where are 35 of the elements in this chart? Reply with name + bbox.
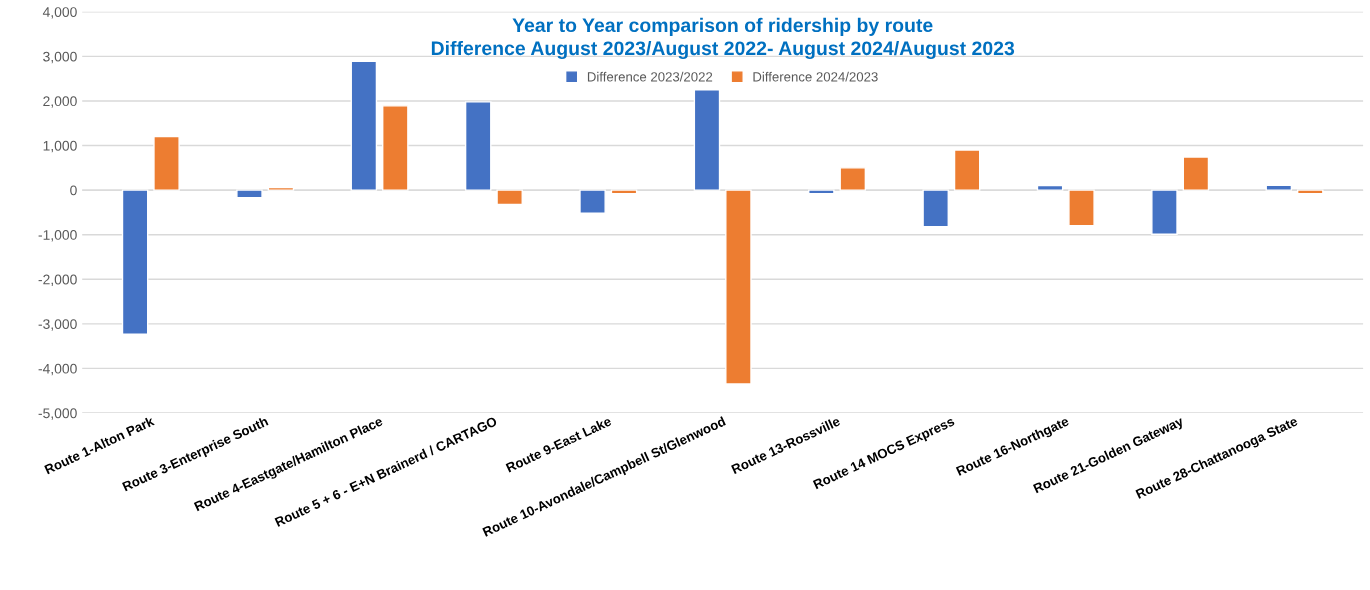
y-tick-label: 2,000 (43, 96, 77, 108)
y-tick-label: -4,000 (38, 363, 77, 376)
bar (610, 189, 638, 195)
bar (839, 167, 867, 191)
legend-label: Difference 2023/2022 (587, 71, 713, 82)
bar (1296, 189, 1324, 195)
bar (1036, 184, 1064, 191)
bar (693, 89, 721, 191)
bar (236, 189, 263, 199)
bar (464, 101, 492, 191)
y-tick-label: -3,000 (38, 319, 77, 331)
y-tick-label: -5,000 (38, 408, 77, 420)
bar (1151, 189, 1178, 235)
legend-label: Difference 2024/2023 (753, 71, 878, 82)
bar (1265, 184, 1293, 191)
text: Year to Year comparison of ridership by route Difference August 2023/August 2022- August 2024/August 2023 (431, 17, 1015, 60)
bar (808, 189, 835, 195)
bar (496, 189, 523, 206)
y-tick-label: -1,000 (38, 230, 77, 242)
bar (1068, 189, 1095, 227)
bar (725, 189, 752, 385)
y-tick-label: 0 (70, 185, 77, 196)
bar (1182, 156, 1210, 191)
bar (382, 105, 409, 191)
y-tick-label: 4,000 (42, 7, 77, 19)
y-tick-label: -2,000 (38, 274, 77, 287)
bar (922, 189, 949, 228)
bar (153, 135, 180, 191)
bar (953, 149, 981, 191)
bar (121, 189, 149, 335)
y-tick-label: 3,000 (43, 51, 77, 64)
y-tick-label: 1,000 (43, 140, 77, 153)
bar (579, 189, 606, 214)
bar (350, 60, 378, 191)
bar (267, 186, 295, 191)
